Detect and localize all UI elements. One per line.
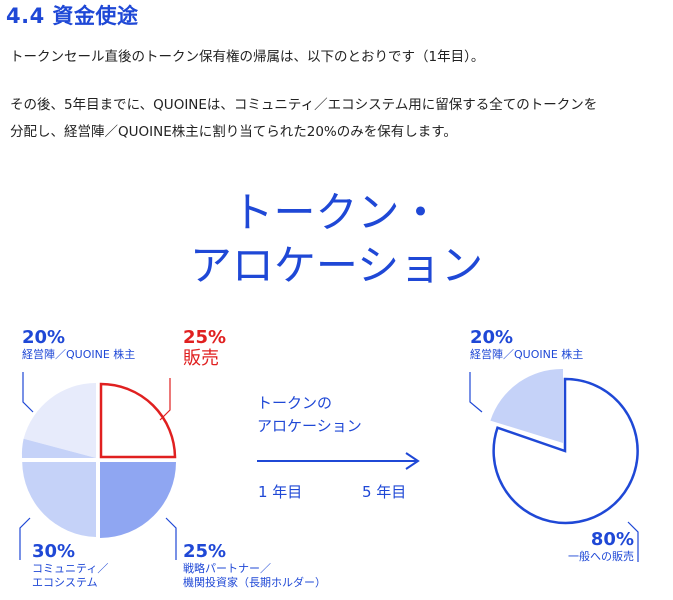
bracket-management [22, 372, 34, 413]
pie-slice-public-sale [492, 377, 639, 525]
section-heading: 4.4 資金使途 [6, 4, 139, 28]
label-partners: 25% 戦略パートナー／ 機関投資家（長期ホルダー） [183, 542, 326, 590]
label-management-retained-text: 経営陣／QUOINE 株主 [470, 348, 584, 361]
label-management-pct: 20% [22, 327, 66, 348]
pie-slice-management [23, 383, 97, 458]
pie-slice-strategic-partners [100, 462, 176, 538]
label-sales-pct: 25% [183, 327, 227, 348]
label-management-text: 経営陣／QUOINE 株主 [22, 348, 136, 361]
label-community: 30% コミュニティ／ エコシステム [32, 542, 108, 590]
arrow-head [405, 452, 420, 470]
paragraph-allocation-year1: トークンセール直後のトークン保有権の帰属は、以下のとおりです（1年目）。 [10, 49, 485, 65]
diagram-title-line1: トークン・ [231, 188, 442, 237]
bracket-community [19, 517, 31, 560]
arrow-label: トークンの アロケーション [257, 392, 362, 438]
diagram-title-line2: アロケーション [189, 241, 484, 290]
label-community-text1: コミュニティ／ [32, 562, 109, 575]
pie-slice-community [22, 462, 97, 537]
label-public-sale-text: 一般への販売 [568, 550, 634, 563]
label-community-text2: エコシステム [32, 576, 98, 589]
bracket-management-retained [469, 372, 483, 413]
paragraph-line: 分配し、経営陣／QUOINE株主に割り当てられた20%のみを保有します。 [10, 124, 457, 140]
paragraph-line: その後、5年目までに、QUOINEは、コミュニティ／エコシステム用に留保する全て… [10, 97, 598, 113]
bracket-partners [165, 517, 177, 560]
label-community-pct: 30% [32, 541, 76, 562]
arrow-label-line2: アロケーション [257, 417, 362, 435]
bracket-sales [159, 378, 171, 421]
label-public-sale: 80% 一般への販売 [558, 530, 634, 564]
bracket-public-sale [627, 521, 639, 562]
label-public-sale-pct: 80% [590, 529, 634, 550]
pie-slice-sales [99, 382, 177, 459]
label-sales: 25% 販売 [183, 328, 226, 370]
pie-slice-community-top [21, 438, 96, 458]
label-partners-text2: 機関投資家（長期ホルダー） [183, 576, 326, 589]
year-end-label: 5 年目 [362, 483, 407, 501]
label-partners-text1: 戦略パートナー／ [183, 562, 271, 575]
year-start-label: 1 年目 [258, 483, 303, 501]
label-sales-text: 販売 [183, 348, 219, 369]
arrow-label-line1: トークンの [257, 394, 333, 412]
label-management-retained: 20% 経営陣／QUOINE 株主 [470, 328, 583, 362]
paragraph-allocation-year5: その後、5年目までに、QUOINEは、コミュニティ／エコシステム用に留保する全て… [10, 92, 670, 146]
label-management-retained-pct: 20% [470, 327, 514, 348]
label-management: 20% 経営陣／QUOINE 株主 [22, 328, 135, 362]
label-partners-pct: 25% [183, 541, 227, 562]
pie-slice-management-retained [490, 368, 563, 443]
